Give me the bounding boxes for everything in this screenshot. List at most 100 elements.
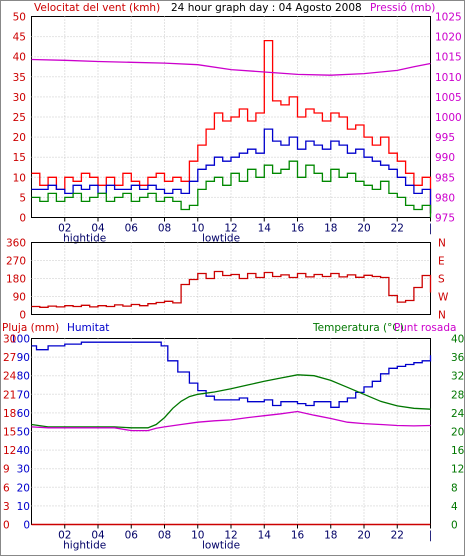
wind-speed-tick-label: 15 bbox=[13, 152, 26, 164]
x-tick-label: 12 bbox=[224, 530, 237, 542]
compass-label: E bbox=[438, 256, 445, 268]
direction-degree-ticks: 0 90 180 270 360 bbox=[6, 238, 26, 322]
direction-degree-label: 90 bbox=[13, 292, 26, 304]
x-tick-label: 20 bbox=[357, 223, 370, 235]
wind-speed-tick-label: 25 bbox=[13, 112, 26, 124]
x-tick-label: 16 bbox=[291, 223, 305, 235]
panel-climate-grid bbox=[31, 338, 431, 525]
series-dew-line bbox=[31, 410, 431, 432]
temperature-ticks: 0 4 8 12 16 20 24 28 32 36 40 bbox=[451, 334, 465, 532]
rain-tick-label: 15 bbox=[3, 427, 16, 439]
series-min-line bbox=[31, 160, 432, 218]
temperature-tick-label: 32 bbox=[451, 371, 464, 383]
panel-direction-grid bbox=[31, 242, 431, 315]
x-tick-label: 04 bbox=[91, 223, 105, 235]
wind-speed-axis-label: Velocitat del vent (kmh) bbox=[34, 2, 160, 14]
temperature-tick-label: 12 bbox=[451, 464, 464, 476]
dew-point-axis-label: Punt rosada bbox=[394, 322, 456, 334]
x-tick-label: 10 bbox=[191, 223, 204, 235]
temperature-tick-label: 4 bbox=[451, 501, 458, 513]
rain-tick-label: 9 bbox=[3, 464, 10, 476]
wind-speed-tick-label: 40 bbox=[13, 52, 26, 64]
humidity-tick-label: 70 bbox=[17, 389, 30, 401]
temperature-tick-label: 16 bbox=[451, 445, 465, 457]
pressure-tick-label: 1010 bbox=[435, 72, 462, 84]
panel-wind-tide-labels: hightide lowtide bbox=[63, 233, 240, 245]
tide-label: lowtide bbox=[202, 233, 240, 245]
humidity-tick-label: 60 bbox=[17, 408, 30, 420]
x-tick-label: 08 bbox=[158, 530, 171, 542]
humidity-axis-label: Humitat bbox=[67, 322, 109, 334]
x-tick-label: 08 bbox=[158, 223, 171, 235]
rain-ticks: 0 3 6 9 12 15 18 21 24 27 30 bbox=[3, 334, 17, 532]
panel-climate-tide-labels: hightide lowtide bbox=[63, 540, 240, 552]
x-tick-label: 06 bbox=[125, 530, 139, 542]
x-tick-label: 04 bbox=[91, 530, 105, 542]
x-tick-label: 20 bbox=[357, 530, 370, 542]
rain-axis-label: Pluja (mm) bbox=[2, 322, 59, 334]
tide-label: hightide bbox=[63, 233, 106, 245]
temperature-axis-label: Temperatura (°C) bbox=[312, 322, 404, 334]
temperature-tick-label: 0 bbox=[451, 520, 458, 532]
rain-tick-label: 6 bbox=[3, 482, 10, 494]
x-tick-label: 02 bbox=[58, 223, 71, 235]
wind-speed-tick-label: 35 bbox=[13, 72, 26, 84]
page-title: 24 hour graph day : 04 Agosto 2008 bbox=[171, 2, 362, 14]
series-pressure-line bbox=[31, 58, 431, 76]
panel-wind-series bbox=[31, 39, 432, 218]
rain-tick-label: 21 bbox=[3, 389, 16, 401]
x-tick-label: 18 bbox=[324, 223, 337, 235]
wind-speed-tick-label: 0 bbox=[19, 213, 26, 225]
pressure-tick-label: 985 bbox=[435, 172, 455, 184]
tide-label: hightide bbox=[63, 540, 106, 552]
humidity-tick-label: 50 bbox=[17, 427, 30, 439]
humidity-tick-label: 10 bbox=[17, 501, 30, 513]
panel-wind-x-ticks: 02 04 06 08 10 12 14 16 18 20 22 | bbox=[58, 217, 432, 235]
pressure-tick-label: 1020 bbox=[435, 32, 462, 44]
wind-speed-tick-label: 30 bbox=[13, 92, 26, 104]
rain-tick-label: 30 bbox=[3, 334, 16, 346]
temperature-tick-label: 20 bbox=[451, 427, 464, 439]
pressure-tick-label: 1025 bbox=[435, 12, 462, 24]
pressure-tick-label: 1000 bbox=[435, 112, 462, 124]
x-tick-label: 14 bbox=[258, 530, 272, 542]
rain-tick-label: 3 bbox=[3, 501, 10, 513]
pressure-tick-label: 1015 bbox=[435, 52, 462, 64]
pressure-ticks: 975 980 985 990 995 1000 1005 1010 1015 1020 1025 bbox=[435, 12, 462, 225]
temperature-tick-label: 36 bbox=[451, 352, 465, 364]
x-tick-label: 22 bbox=[391, 223, 404, 235]
wind-speed-tick-label: 50 bbox=[13, 12, 26, 24]
direction-degree-label: 0 bbox=[19, 310, 26, 322]
humidity-ticks: 0 10 20 30 40 50 60 70 80 90 100 bbox=[10, 334, 30, 532]
rain-tick-label: 0 bbox=[3, 520, 10, 532]
rain-tick-label: 24 bbox=[3, 371, 17, 383]
compass-label: N bbox=[438, 310, 446, 322]
humidity-tick-label: 40 bbox=[17, 445, 30, 457]
pressure-tick-label: 980 bbox=[435, 192, 455, 204]
x-tick-label: 02 bbox=[58, 530, 71, 542]
pressure-tick-label: 990 bbox=[435, 152, 455, 164]
wind-speed-tick-label: 5 bbox=[19, 192, 26, 204]
pressure-axis-label: Pressió (mb) bbox=[370, 2, 435, 14]
panel-direction-series bbox=[31, 270, 432, 308]
tide-label: lowtide bbox=[202, 540, 240, 552]
wind-speed-tick-label: 20 bbox=[13, 132, 26, 144]
x-tick-label: 10 bbox=[191, 530, 204, 542]
humidity-tick-label: 30 bbox=[17, 464, 30, 476]
pressure-tick-label: 995 bbox=[435, 132, 455, 144]
temperature-tick-label: 40 bbox=[451, 334, 464, 346]
panel-climate-x-ticks: 02 04 06 08 10 12 14 16 18 20 22 | bbox=[58, 524, 432, 542]
humidity-tick-label: 90 bbox=[17, 352, 30, 364]
direction-degree-label: 360 bbox=[6, 238, 26, 250]
x-tick-label: 06 bbox=[125, 223, 139, 235]
series-temperature-line bbox=[31, 374, 431, 429]
x-tick-label: 16 bbox=[291, 530, 305, 542]
x-tick-label: 14 bbox=[258, 223, 272, 235]
pressure-tick-label: 975 bbox=[435, 213, 455, 225]
x-tick-label: 22 bbox=[391, 530, 404, 542]
direction-degree-label: 180 bbox=[6, 274, 26, 286]
temperature-tick-label: 28 bbox=[451, 389, 464, 401]
wind-speed-ticks: 0 5 10 15 20 25 30 35 40 45 50 bbox=[13, 12, 26, 225]
